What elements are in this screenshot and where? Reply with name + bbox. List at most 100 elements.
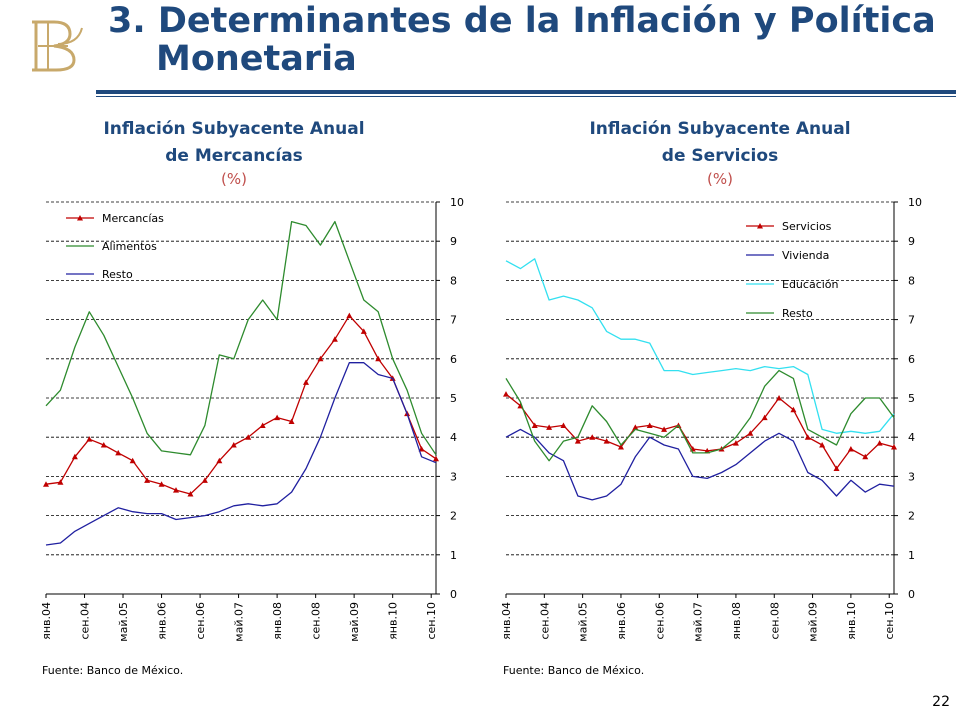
series-point	[115, 449, 122, 456]
y-tick-label: 4	[450, 431, 457, 444]
source-note-servicios: Fuente: Banco de México.	[503, 664, 645, 677]
series-line-resto	[505, 369, 895, 462]
series-point	[876, 440, 883, 446]
legend-label: Servicios	[782, 220, 832, 233]
y-tick-label: 7	[908, 314, 915, 327]
chart-title-servicios: Inflación Subyacente Anual de Servicios	[570, 116, 870, 170]
x-tick-label: май.07	[692, 602, 705, 642]
y-tick-label: 8	[450, 274, 457, 287]
legend-label: Mercancías	[102, 212, 164, 225]
series-point	[57, 479, 64, 485]
y-tick-label: 3	[908, 470, 915, 483]
series-point	[317, 355, 324, 362]
slide-title-line1: 3. Determinantes de la Inflación y Polít…	[108, 1, 936, 41]
series-point	[360, 328, 367, 334]
series-point	[632, 424, 639, 430]
series-point	[574, 438, 581, 444]
legend-marker	[757, 223, 763, 229]
slide-title: 3. Determinantes de la Inflación y Polít…	[108, 2, 936, 78]
series-line-mercancías	[45, 315, 437, 495]
series-point	[433, 455, 439, 462]
legend-label: Resto	[102, 268, 133, 281]
x-tick-label: янв.10	[845, 602, 858, 640]
series-line-servicios	[505, 393, 895, 470]
x-tick-label: май.09	[807, 602, 820, 642]
x-tick-label: янв.06	[156, 602, 169, 640]
x-tick-label: май.05	[117, 602, 130, 642]
series-point	[144, 477, 151, 483]
x-tick-label: май.05	[577, 602, 590, 642]
series-point	[503, 391, 509, 397]
banxico-logo	[32, 20, 83, 72]
chart-title-mercancias: Inflación Subyacente Anual de Mercancías	[84, 116, 384, 170]
x-tick-label: сен.08	[310, 602, 323, 640]
x-tick-label: янв.08	[730, 602, 743, 640]
y-tick-label: 4	[908, 431, 915, 444]
series-point	[201, 477, 208, 483]
series-point	[259, 422, 266, 428]
y-tick-label: 5	[450, 392, 457, 405]
series-point	[617, 444, 624, 450]
y-tick-label: 10	[450, 196, 464, 209]
y-tick-label: 0	[908, 588, 915, 601]
y-tick-label: 8	[908, 274, 915, 287]
series-point	[761, 414, 768, 421]
series-point	[560, 422, 567, 428]
series-point	[346, 312, 353, 319]
x-tick-label: сен.06	[194, 602, 207, 640]
series-point	[274, 414, 281, 421]
series-point	[589, 434, 596, 440]
series-point	[732, 440, 739, 446]
chart-unit-mercancias: (%)	[221, 170, 247, 188]
y-tick-label: 9	[908, 235, 915, 248]
series-point	[245, 434, 252, 440]
series-line-resto	[45, 362, 437, 546]
series-point	[833, 465, 840, 472]
chart-servicios: 0 1 2 3 4 5 6 7 8 9 10 янв.04 сен.04 май.05 янв.06 сен.…	[500, 196, 922, 642]
series-point	[776, 395, 783, 401]
series-point	[375, 355, 382, 362]
series-point	[862, 453, 869, 460]
series-point	[173, 487, 179, 493]
chart-title-line2: de Mercancías	[165, 146, 303, 166]
legend-marker	[77, 215, 83, 221]
series-point	[158, 481, 165, 487]
chart-title-line2: de Servicios	[661, 146, 779, 166]
series-point	[86, 436, 93, 442]
series-point	[661, 426, 668, 432]
series-line-vivienda	[505, 428, 895, 501]
y-tick-label: 1	[450, 549, 457, 562]
chart-title-line1: Inflación Subyacente Anual	[589, 119, 851, 139]
y-tick-label: 6	[908, 353, 915, 366]
series-point	[819, 442, 826, 448]
series-point	[43, 481, 49, 487]
y-tick-label: 2	[908, 510, 915, 523]
chart-mercancias: 0 1 2 3 4 5 6 7 8 9 10 янв.04 сен.04 май.05 янв.06 сен.…	[40, 196, 464, 642]
x-tick-label: сен.06	[653, 602, 666, 640]
series-point	[804, 434, 811, 440]
series-point	[230, 442, 237, 448]
y-tick-label: 7	[450, 314, 457, 327]
x-tick-label: янв.04	[40, 602, 53, 640]
page-number: 22	[932, 694, 950, 710]
series-point	[546, 424, 553, 430]
y-tick-label: 9	[450, 235, 457, 248]
series-point	[646, 422, 653, 428]
x-tick-label: сен.08	[768, 602, 781, 640]
y-tick-label: 1	[908, 549, 915, 562]
series-line-educación	[505, 258, 895, 434]
series-point	[288, 418, 295, 425]
x-tick-label: янв.10	[387, 602, 400, 640]
series-point	[790, 406, 797, 413]
series-point	[891, 444, 897, 450]
y-tick-label: 3	[450, 470, 457, 483]
series-point	[303, 379, 309, 385]
chart-unit-servicios: (%)	[707, 170, 733, 188]
x-tick-label: янв.06	[615, 602, 628, 640]
series-point	[100, 442, 107, 448]
series-point	[71, 453, 78, 460]
chart-title-line1: Inflación Subyacente Anual	[103, 119, 365, 139]
series-point	[531, 422, 538, 428]
x-tick-label: сен.10	[883, 602, 896, 640]
source-note-mercancias: Fuente: Banco de México.	[42, 664, 184, 677]
